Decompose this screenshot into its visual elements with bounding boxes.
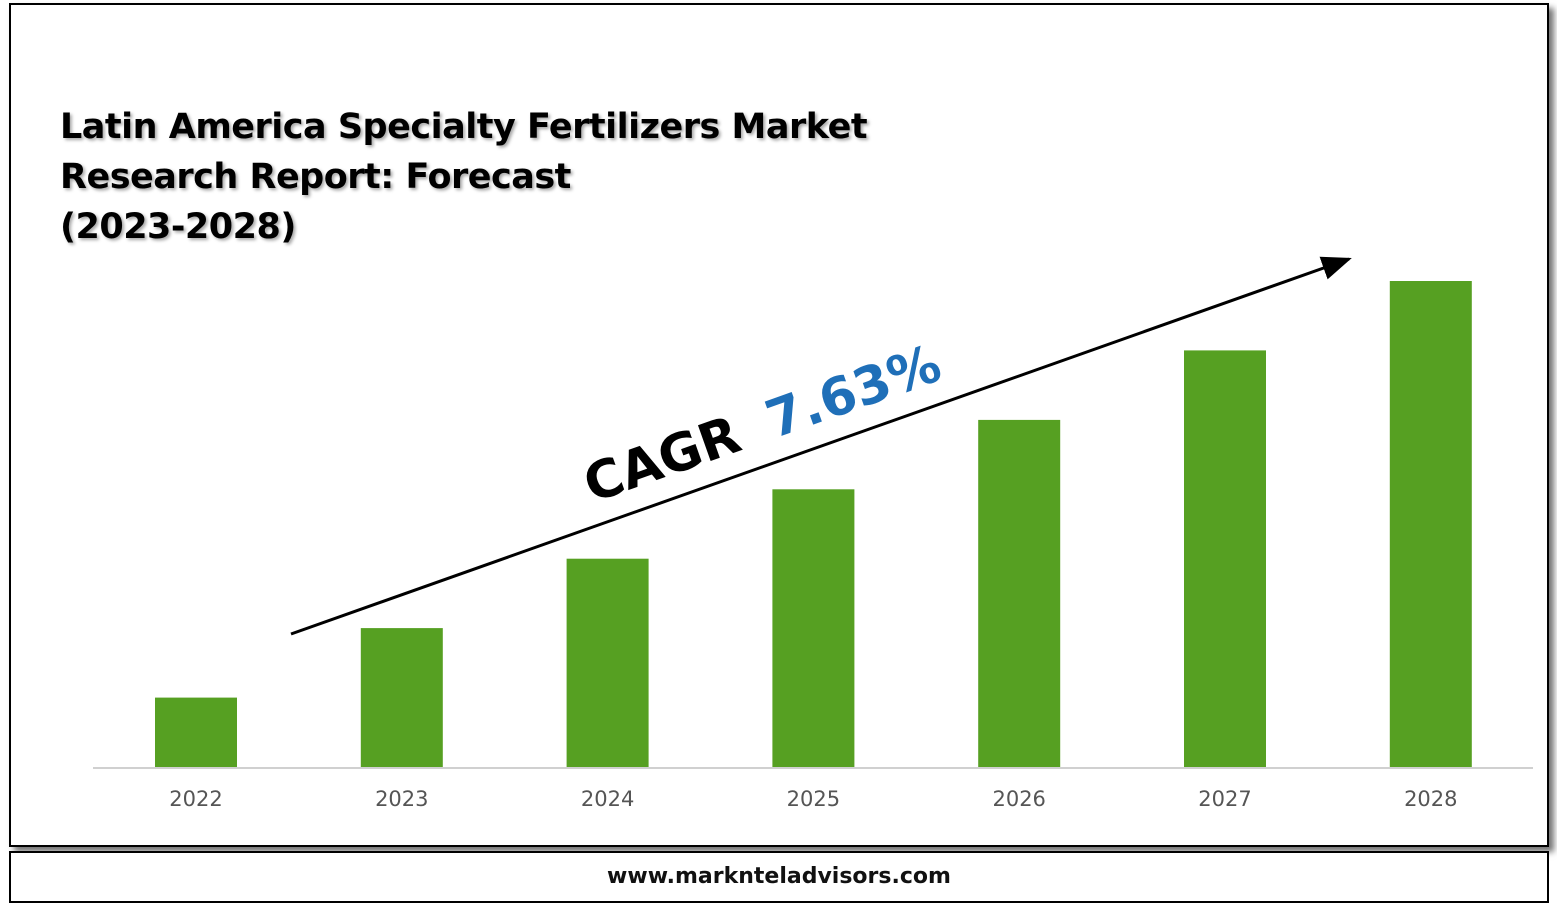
bar-2023 — [360, 628, 443, 767]
cagr-annotation: CAGR 7.63% — [576, 334, 948, 515]
trend-arrow — [290, 256, 1352, 636]
bar-2027 — [1184, 350, 1266, 767]
bar-group — [155, 281, 1472, 767]
x-tick-label-2022: 2022 — [169, 787, 222, 811]
x-tick-label-2028: 2028 — [1404, 787, 1457, 811]
footer-url: www.marknteladvisors.com — [9, 851, 1549, 903]
title-line-3: (2023-2028) — [60, 207, 296, 247]
bar-2025 — [772, 489, 855, 767]
title-line-2: Research Report: Forecast — [60, 157, 571, 197]
x-tick-label-2024: 2024 — [581, 787, 634, 811]
x-tick-label-2026: 2026 — [992, 787, 1045, 811]
chart-title: Latin America Specialty Fertilizers Mark… — [60, 102, 960, 252]
title-line-1: Latin America Specialty Fertilizers Mark… — [60, 107, 868, 147]
cagr-label: CAGR — [576, 405, 748, 515]
bar-2024 — [566, 558, 649, 767]
x-tick-label-2023: 2023 — [375, 787, 428, 811]
bar-2022 — [155, 697, 237, 767]
bar-2028 — [1389, 281, 1472, 767]
bar-2026 — [978, 419, 1061, 767]
x-tick-label-2027: 2027 — [1198, 787, 1251, 811]
x-tick-label-2025: 2025 — [787, 787, 840, 811]
x-tick-labels: 2022 2023 2024 2025 2026 2027 2028 — [169, 787, 1457, 811]
